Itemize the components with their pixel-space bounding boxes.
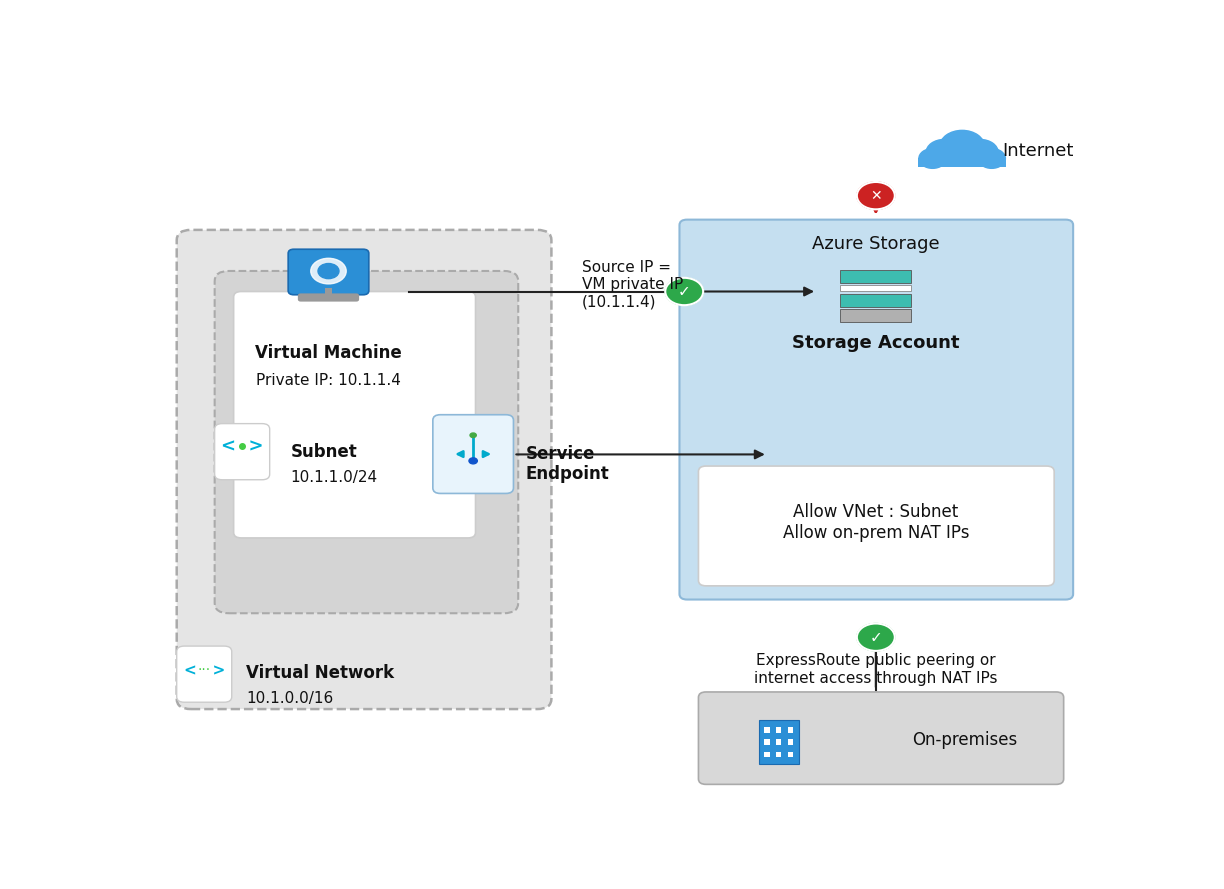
Text: 10.1.1.0/24: 10.1.1.0/24: [290, 470, 378, 485]
Circle shape: [936, 140, 968, 164]
Text: On-premises: On-premises: [912, 731, 1017, 749]
Circle shape: [318, 263, 339, 278]
Text: ···: ···: [197, 663, 211, 677]
FancyBboxPatch shape: [840, 309, 912, 322]
Circle shape: [311, 259, 346, 284]
Text: Azure Storage: Azure Storage: [812, 235, 940, 252]
Circle shape: [857, 623, 895, 651]
Circle shape: [469, 458, 477, 464]
FancyBboxPatch shape: [433, 414, 514, 493]
FancyBboxPatch shape: [788, 752, 793, 757]
Text: Allow VNet : Subnet
Allow on-prem NAT IPs: Allow VNet : Subnet Allow on-prem NAT IP…: [782, 503, 969, 542]
FancyBboxPatch shape: [918, 157, 1006, 167]
Text: ExpressRoute public peering or
internet access through NAT IPs: ExpressRoute public peering or internet …: [754, 653, 998, 685]
Text: Virtual Machine: Virtual Machine: [255, 344, 401, 362]
FancyBboxPatch shape: [759, 720, 799, 765]
Text: <   >: < >: [184, 662, 225, 677]
Text: 10.1.0.0/16: 10.1.0.0/16: [246, 692, 333, 706]
FancyBboxPatch shape: [788, 727, 793, 733]
Text: <  >: < >: [220, 437, 263, 455]
FancyBboxPatch shape: [776, 727, 781, 733]
Circle shape: [978, 148, 1005, 168]
FancyBboxPatch shape: [214, 424, 269, 480]
FancyBboxPatch shape: [234, 292, 476, 538]
Circle shape: [470, 433, 476, 437]
FancyBboxPatch shape: [679, 220, 1073, 599]
FancyBboxPatch shape: [288, 249, 368, 295]
Circle shape: [956, 140, 989, 164]
Circle shape: [940, 131, 984, 163]
FancyBboxPatch shape: [297, 293, 359, 301]
Text: Private IP: 10.1.1.4: Private IP: 10.1.1.4: [256, 373, 401, 388]
FancyBboxPatch shape: [699, 466, 1054, 586]
FancyBboxPatch shape: [176, 646, 231, 702]
Circle shape: [857, 182, 895, 209]
Text: Service
Endpoint: Service Endpoint: [526, 444, 610, 484]
FancyBboxPatch shape: [764, 752, 770, 757]
Text: ✓: ✓: [678, 284, 690, 299]
Circle shape: [666, 277, 704, 305]
Text: Source IP =
VM private IP
(10.1.1.4): Source IP = VM private IP (10.1.1.4): [581, 260, 683, 309]
FancyBboxPatch shape: [324, 288, 332, 295]
FancyBboxPatch shape: [699, 692, 1064, 784]
FancyBboxPatch shape: [176, 230, 552, 709]
FancyBboxPatch shape: [764, 727, 770, 733]
Text: ✓: ✓: [869, 629, 883, 645]
Text: Subnet: Subnet: [290, 444, 357, 461]
Text: Virtual Network: Virtual Network: [246, 664, 394, 683]
Circle shape: [919, 148, 946, 168]
Text: Storage Account: Storage Account: [792, 334, 960, 352]
FancyBboxPatch shape: [776, 752, 781, 757]
Circle shape: [927, 140, 962, 165]
FancyBboxPatch shape: [776, 740, 781, 745]
Text: Internet: Internet: [1002, 142, 1073, 160]
FancyBboxPatch shape: [214, 271, 518, 613]
FancyBboxPatch shape: [788, 740, 793, 745]
FancyBboxPatch shape: [764, 740, 770, 745]
Circle shape: [962, 140, 999, 165]
FancyBboxPatch shape: [840, 270, 912, 284]
FancyBboxPatch shape: [840, 285, 912, 291]
Text: ✕: ✕: [870, 188, 881, 203]
FancyBboxPatch shape: [840, 293, 912, 307]
